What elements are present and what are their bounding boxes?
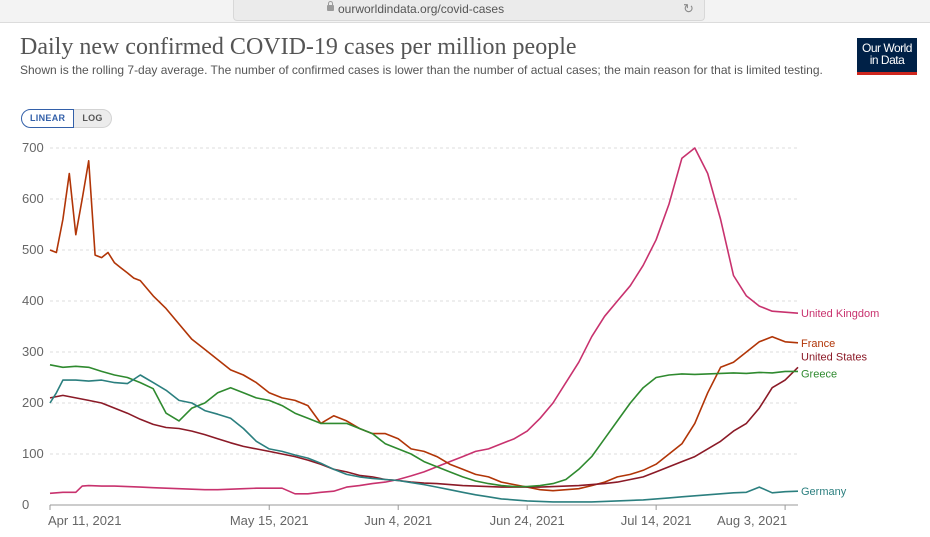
x-tick-label: Jul 14, 2021 <box>621 513 692 528</box>
series-line-germany[interactable] <box>49 374 799 503</box>
logo-line-1: Our World <box>862 41 912 55</box>
url-text[interactable]: ourworldindata.org/covid-cases <box>338 2 505 16</box>
series-label-united-states[interactable]: United States <box>801 351 868 363</box>
y-tick-label: 600 <box>22 191 44 206</box>
x-tick-label: Aug 3, 2021 <box>717 513 787 528</box>
series-label-greece[interactable]: Greece <box>801 368 837 380</box>
y-tick-label: 700 <box>22 140 44 155</box>
browser-toolbar: ourworldindata.org/covid-cases ↻ <box>0 0 930 23</box>
series-line-united-states[interactable] <box>49 366 799 488</box>
series-label-france[interactable]: France <box>801 338 835 350</box>
x-tick-label: Apr 11, 2021 <box>48 513 121 528</box>
chart-title: Daily new confirmed COVID-19 cases per m… <box>20 34 577 60</box>
y-tick-label: 500 <box>22 242 44 257</box>
owid-logo[interactable]: Our World in Data <box>857 38 917 75</box>
scale-toggle: LINEAR LOG <box>21 109 112 128</box>
chart-subtitle: Shown is the rolling 7-day average. The … <box>20 63 823 77</box>
series-label-germany[interactable]: Germany <box>801 486 847 498</box>
x-tick-label: Jun 24, 2021 <box>490 513 565 528</box>
y-tick-label: 200 <box>22 395 44 410</box>
x-tick-label: Jun 4, 2021 <box>364 513 432 528</box>
series-line-france[interactable] <box>49 160 799 492</box>
log-button[interactable]: LOG <box>74 109 112 128</box>
y-tick-label: 100 <box>22 446 44 461</box>
logo-line-2: in Data <box>869 53 905 67</box>
y-tick-label: 400 <box>22 293 44 308</box>
series-label-united-kingdom[interactable]: United Kingdom <box>801 308 879 320</box>
linear-button[interactable]: LINEAR <box>21 109 75 128</box>
reload-icon[interactable]: ↻ <box>683 1 694 16</box>
series-line-united-kingdom[interactable] <box>49 147 799 495</box>
lock-icon <box>327 1 334 11</box>
x-tick-label: May 15, 2021 <box>230 513 309 528</box>
y-tick-label: 0 <box>22 497 29 512</box>
series-line-greece[interactable] <box>49 364 798 488</box>
address-bar[interactable]: ourworldindata.org/covid-cases ↻ <box>233 0 705 21</box>
y-tick-label: 300 <box>22 344 44 359</box>
